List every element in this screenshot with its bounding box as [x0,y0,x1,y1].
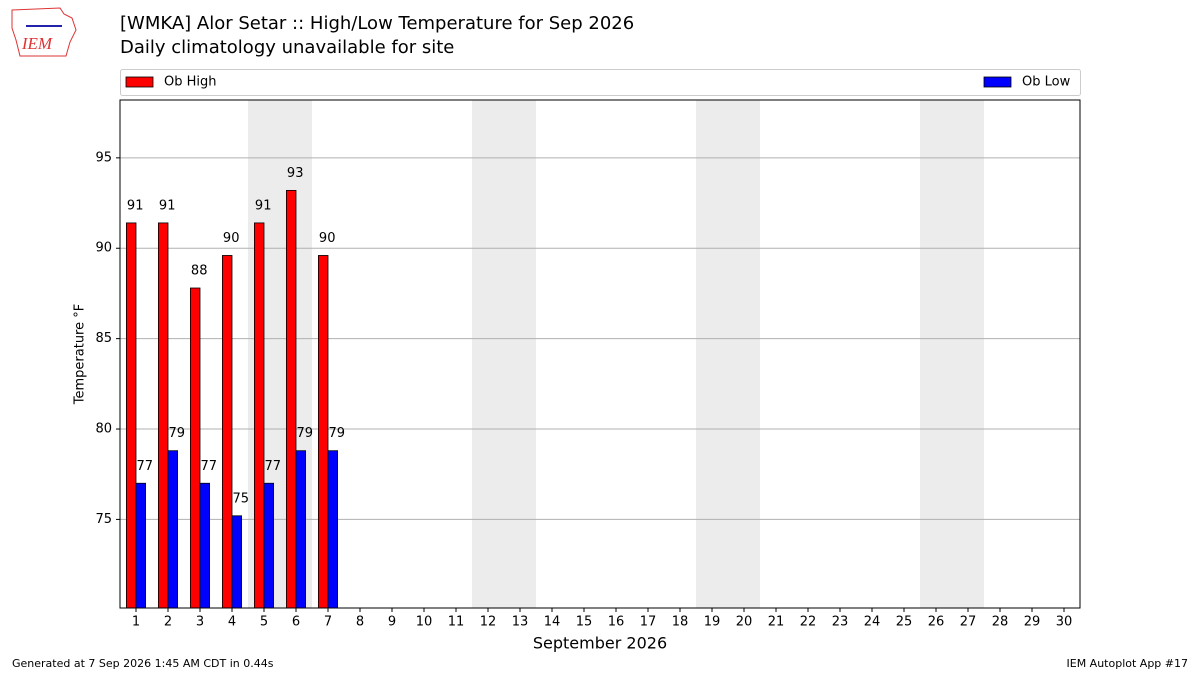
x-tick-label: 10 [416,615,433,630]
value-label: 88 [191,264,208,279]
value-label: 91 [159,198,176,213]
value-label: 90 [223,231,240,246]
value-label: 77 [265,459,282,474]
x-tick-label: 25 [896,615,913,630]
logo: IEM [11,7,77,57]
y-tick-label: 95 [95,150,112,165]
y-tick-label: 85 [95,331,112,346]
value-label: 91 [255,198,272,213]
y-tick-label: 75 [95,512,112,527]
x-tick-label: 29 [1024,615,1041,630]
value-label: 90 [319,231,336,246]
legend-swatch [983,76,1012,88]
x-tick-label: 23 [832,615,849,630]
weekend-shade [920,100,984,608]
value-label: 79 [297,426,314,441]
y-tick-label: 80 [95,422,112,437]
bar [295,450,307,609]
x-tick-label: 2 [164,615,172,630]
x-tick-label: 16 [608,615,625,630]
chart-title: [WMKA] Alor Setar :: High/Low Temperatur… [120,13,634,34]
x-tick-label: 7 [324,615,332,630]
bar [327,450,339,609]
chart-subtitle: Daily climatology unavailable for site [120,37,454,58]
x-tick-label: 8 [356,615,364,630]
legend-swatch [125,76,154,88]
x-tick-label: 27 [960,615,977,630]
x-axis-label: September 2026 [533,634,667,653]
weekend-shade [696,100,760,608]
x-tick-label: 6 [292,615,300,630]
x-tick-label: 4 [228,615,236,630]
x-tick-label: 11 [448,615,465,630]
y-axis-label: Temperature °F [73,304,88,405]
x-tick-label: 22 [800,615,817,630]
x-tick-label: 1 [132,615,140,630]
footer-left: Generated at 7 Sep 2026 1:45 AM CDT in 0… [12,657,274,670]
logo-outline [11,7,77,57]
bar [167,450,179,609]
x-tick-label: 3 [196,615,204,630]
bar [317,255,329,609]
bar [126,222,137,609]
bar [157,222,169,609]
bar [253,222,265,609]
x-tick-label: 20 [736,615,753,630]
x-tick-label: 14 [544,615,561,630]
x-tick-label: 9 [388,615,396,630]
footer-right: IEM Autoplot App #17 [1067,657,1189,670]
x-tick-label: 12 [480,615,497,630]
value-label: 79 [329,426,346,441]
value-label: 77 [201,459,218,474]
weekend-shade [472,100,536,608]
bar [285,189,297,609]
bar [231,515,243,609]
x-tick-label: 30 [1056,615,1073,630]
y-tick-label: 90 [95,241,112,256]
bar [189,287,201,609]
x-tick-label: 19 [704,615,721,630]
bar [199,482,211,609]
bar [135,482,147,609]
x-tick-label: 28 [992,615,1009,630]
x-tick-label: 13 [512,615,529,630]
plot-frame [119,99,1081,609]
logo-text: IEM [21,34,53,53]
value-label: 75 [233,491,250,506]
x-tick-label: 24 [864,615,881,630]
x-tick-label: 21 [768,615,785,630]
value-label: 77 [137,459,154,474]
bar [221,255,233,609]
x-tick-label: 18 [672,615,689,630]
value-label: 91 [127,198,144,213]
bar [263,482,275,609]
legend-box [120,69,1081,96]
value-label: 93 [287,166,304,181]
x-tick-label: 15 [576,615,593,630]
legend-label: Ob High [164,75,217,90]
x-tick-label: 26 [928,615,945,630]
value-label: 79 [169,426,186,441]
x-tick-label: 17 [640,615,657,630]
legend-label: Ob Low [1022,75,1071,90]
x-tick-label: 5 [260,615,268,630]
